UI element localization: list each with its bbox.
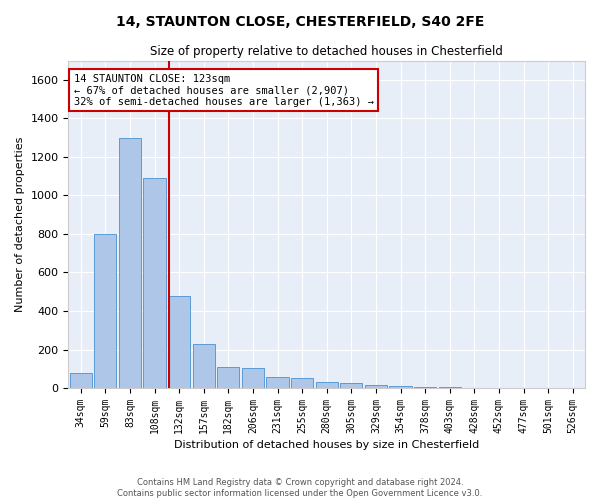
Bar (119, 138, 141, 388)
Bar (242, 368, 264, 388)
Bar (70, 372, 92, 388)
Text: Contains HM Land Registry data © Crown copyright and database right 2024.
Contai: Contains HM Land Registry data © Crown c… (118, 478, 482, 498)
Bar (365, 385, 387, 388)
Bar (94, 234, 116, 388)
Bar (168, 296, 190, 388)
Bar (389, 386, 412, 388)
Bar (340, 384, 362, 388)
Bar (414, 386, 436, 388)
Bar (266, 378, 289, 388)
Title: Size of property relative to detached houses in Chesterfield: Size of property relative to detached ho… (150, 45, 503, 58)
Bar (143, 178, 166, 388)
Bar (439, 387, 461, 388)
Bar (193, 344, 215, 388)
Bar (217, 367, 239, 388)
Y-axis label: Number of detached properties: Number of detached properties (15, 136, 25, 312)
Bar (291, 378, 313, 388)
Text: 14 STAUNTON CLOSE: 123sqm
← 67% of detached houses are smaller (2,907)
32% of se: 14 STAUNTON CLOSE: 123sqm ← 67% of detac… (74, 74, 374, 107)
Text: 14, STAUNTON CLOSE, CHESTERFIELD, S40 2FE: 14, STAUNTON CLOSE, CHESTERFIELD, S40 2F… (116, 15, 484, 29)
Bar (316, 382, 338, 388)
X-axis label: Distribution of detached houses by size in Chesterfield: Distribution of detached houses by size … (174, 440, 479, 450)
